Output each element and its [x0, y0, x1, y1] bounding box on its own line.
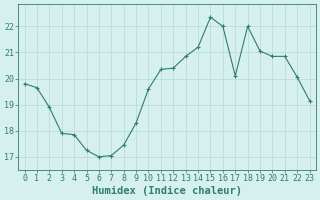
X-axis label: Humidex (Indice chaleur): Humidex (Indice chaleur)	[92, 186, 242, 196]
